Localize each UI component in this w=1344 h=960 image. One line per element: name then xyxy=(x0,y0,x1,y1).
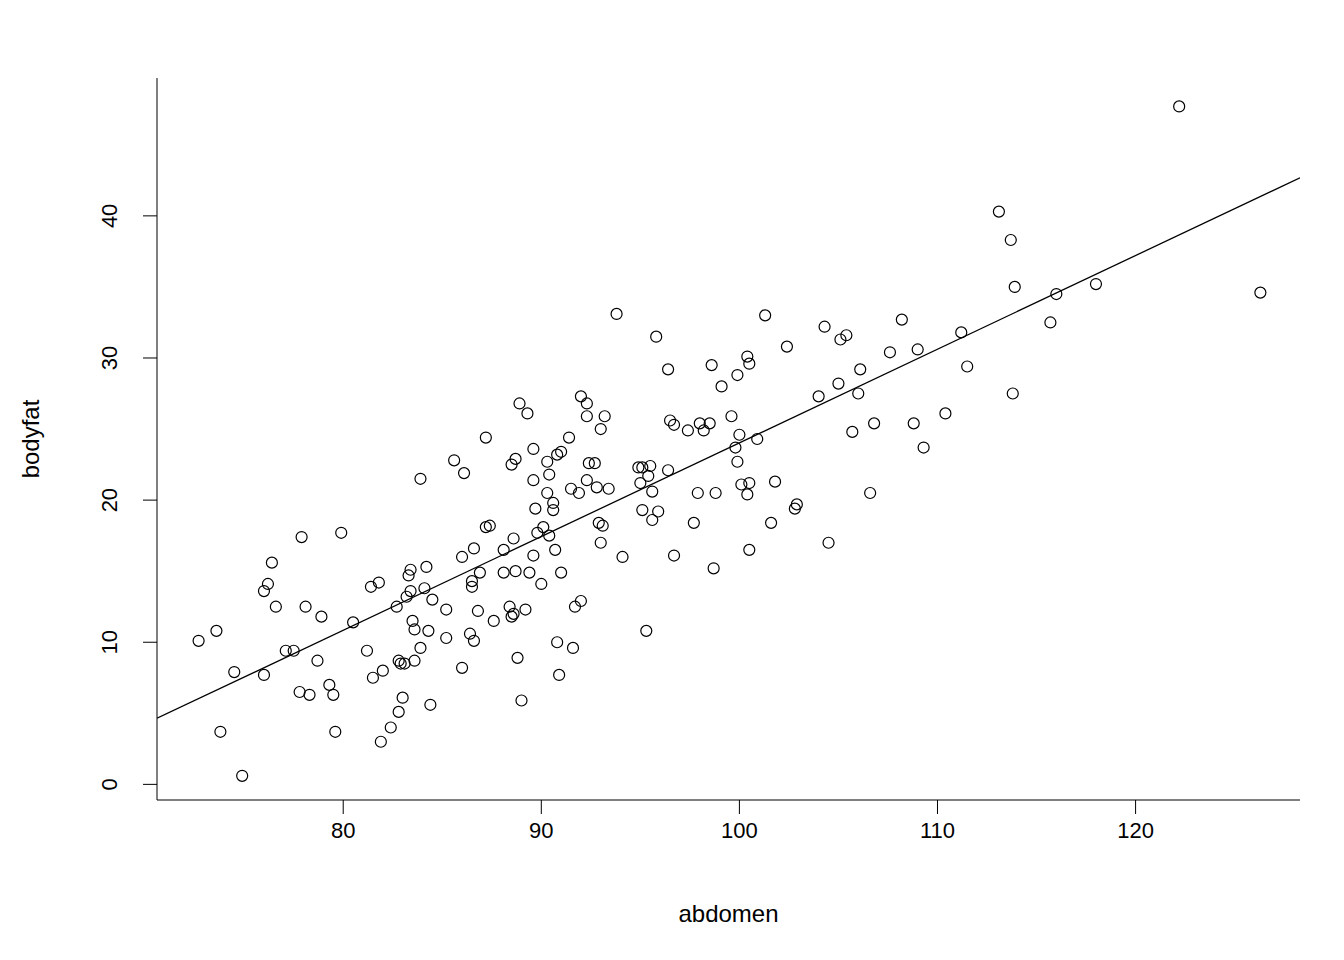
svg-text:30: 30 xyxy=(97,346,122,370)
svg-text:100: 100 xyxy=(721,818,758,843)
svg-text:10: 10 xyxy=(97,630,122,654)
svg-text:abdomen: abdomen xyxy=(678,900,778,927)
svg-text:bodyfat: bodyfat xyxy=(17,399,44,478)
svg-text:120: 120 xyxy=(1117,818,1154,843)
svg-text:0: 0 xyxy=(97,778,122,790)
svg-text:20: 20 xyxy=(97,488,122,512)
svg-text:90: 90 xyxy=(529,818,553,843)
svg-text:110: 110 xyxy=(920,818,955,843)
svg-text:80: 80 xyxy=(331,818,355,843)
svg-text:40: 40 xyxy=(97,204,122,228)
